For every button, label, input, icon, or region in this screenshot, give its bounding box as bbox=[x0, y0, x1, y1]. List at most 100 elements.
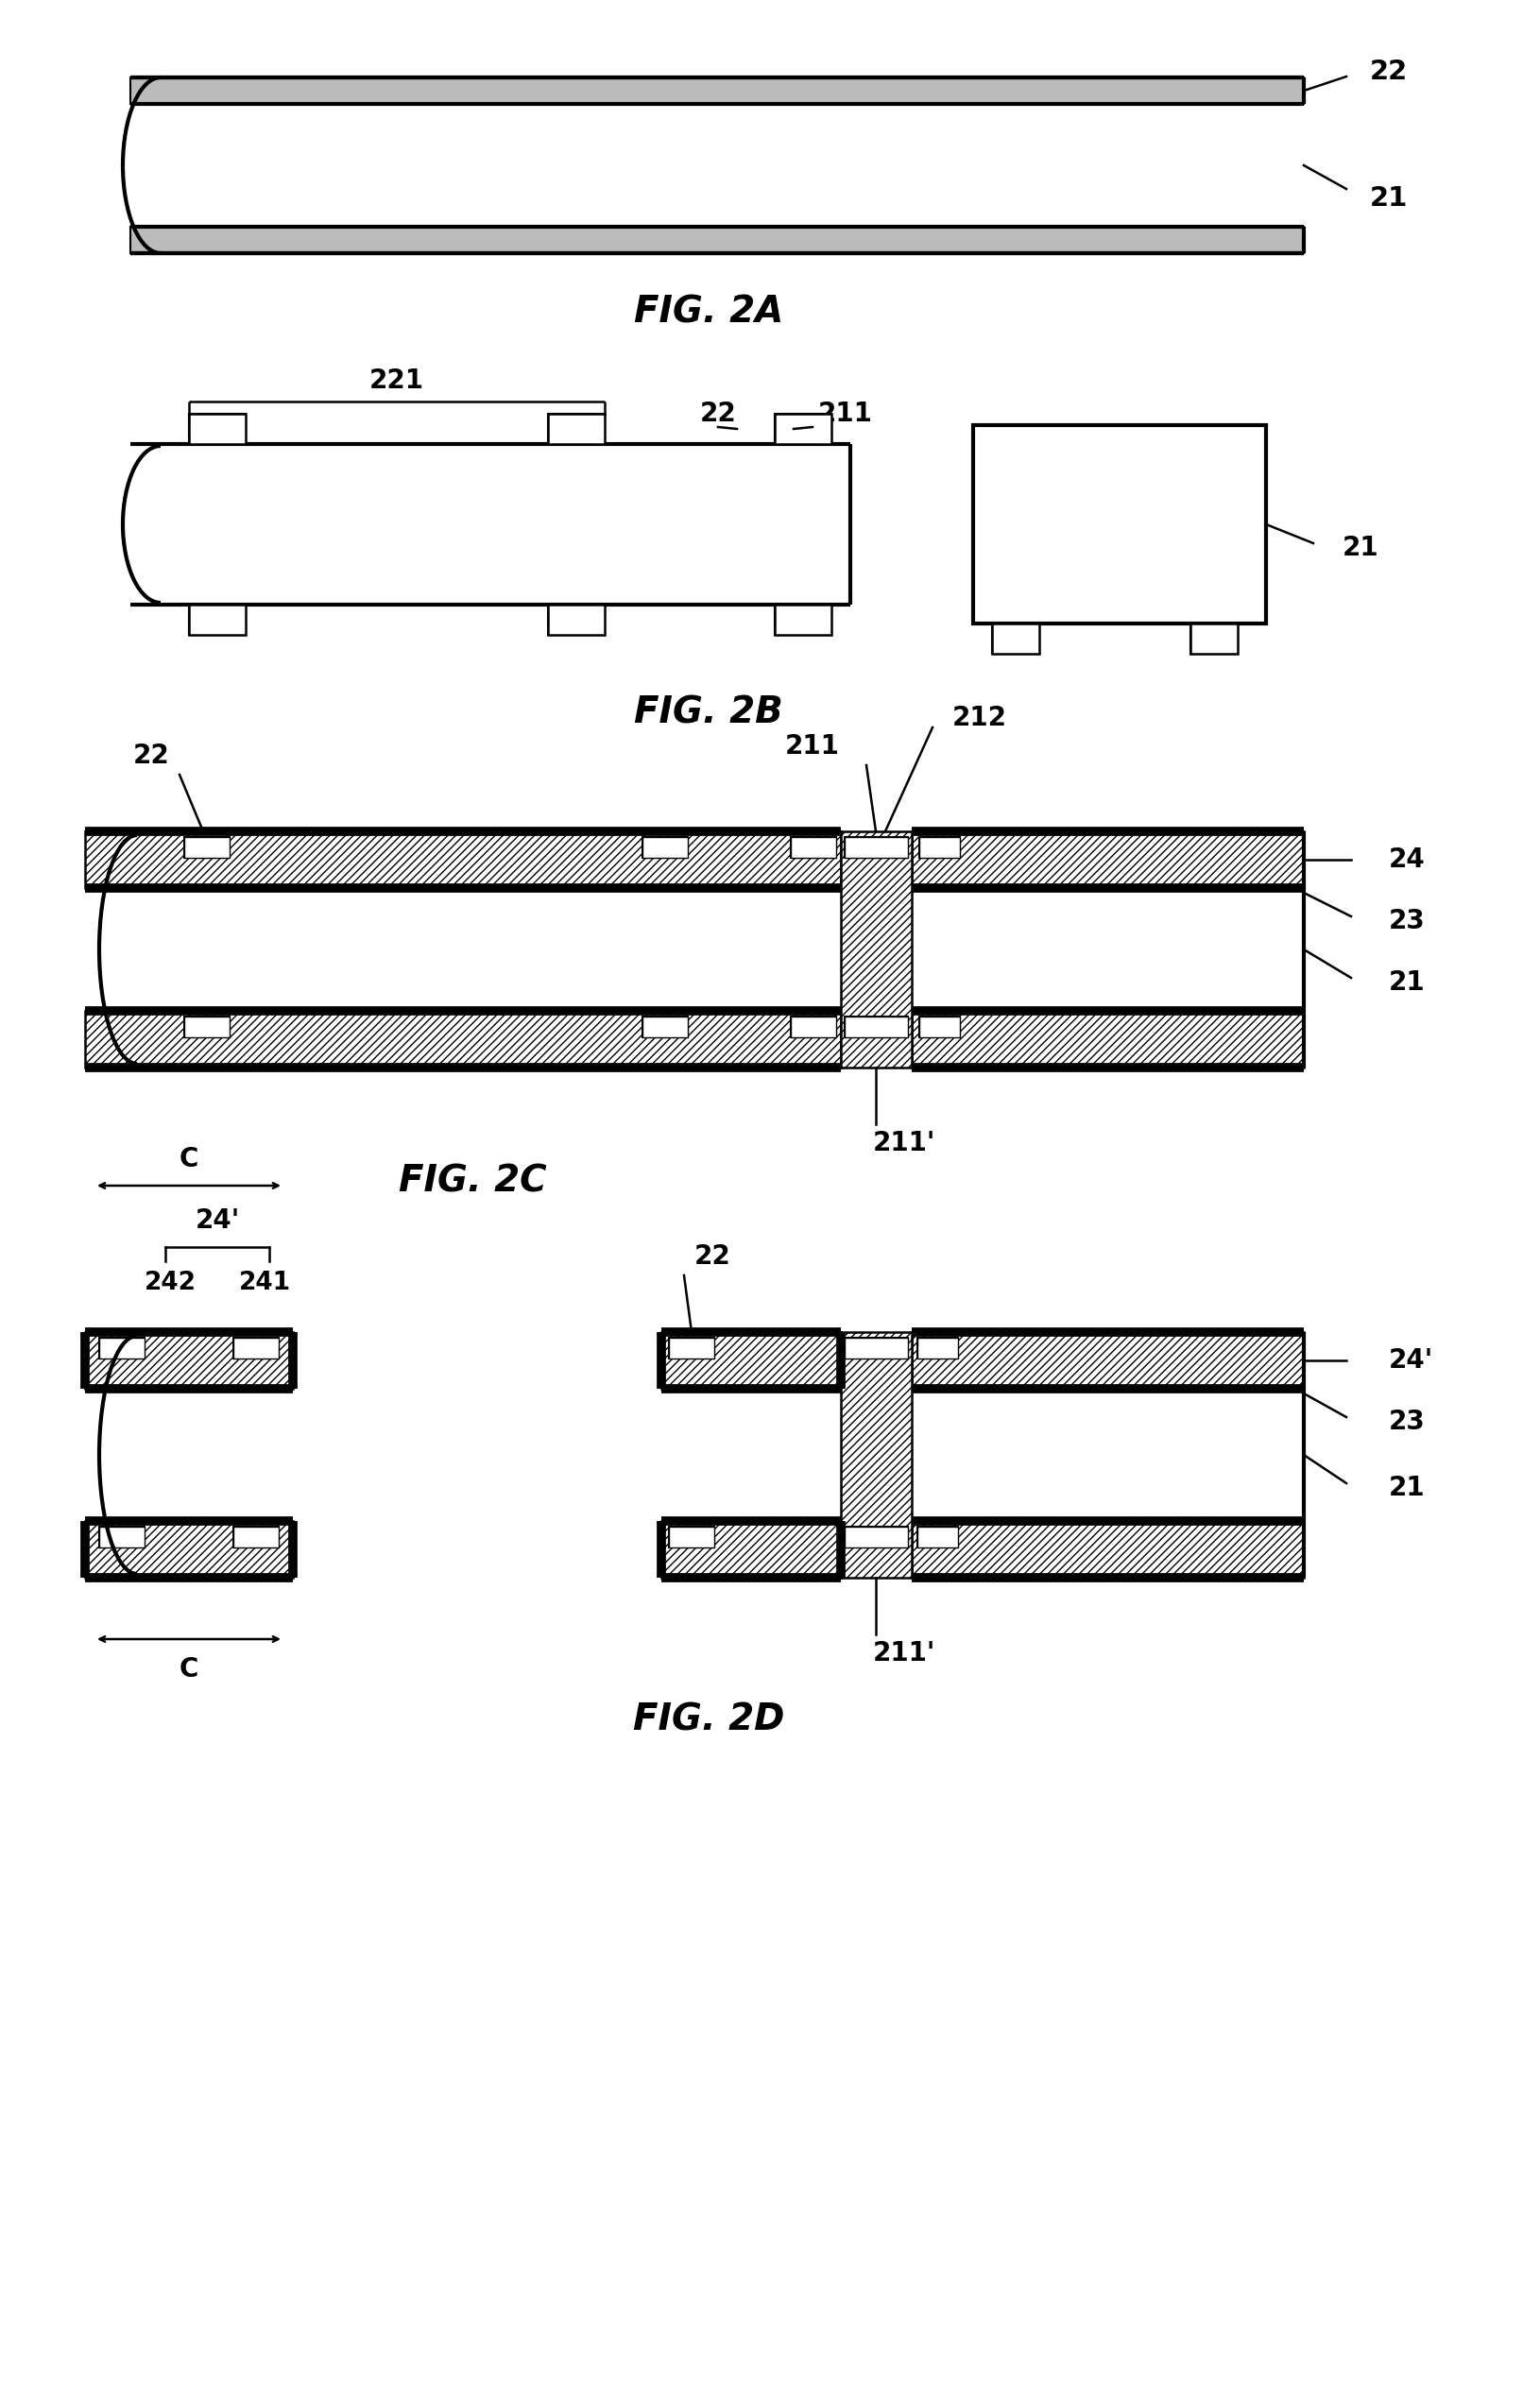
Bar bbox=[912, 1333, 1303, 1388]
Bar bbox=[992, 625, 1038, 653]
Bar bbox=[919, 1017, 959, 1036]
Bar bbox=[844, 1017, 907, 1036]
Polygon shape bbox=[85, 77, 1303, 254]
Bar bbox=[189, 414, 245, 445]
Text: 21: 21 bbox=[1369, 184, 1408, 211]
Bar bbox=[844, 1017, 907, 1036]
Bar bbox=[642, 838, 687, 857]
Bar bbox=[642, 1017, 687, 1036]
Bar bbox=[131, 77, 1303, 103]
Bar bbox=[548, 414, 604, 445]
Bar bbox=[916, 1527, 958, 1548]
Bar bbox=[99, 1338, 145, 1359]
Bar bbox=[185, 838, 229, 857]
Text: FIG. 2C: FIG. 2C bbox=[399, 1163, 547, 1199]
Bar bbox=[185, 1017, 229, 1036]
Bar bbox=[548, 605, 604, 634]
Text: FIG. 2D: FIG. 2D bbox=[633, 1701, 784, 1737]
Bar bbox=[661, 1333, 841, 1388]
Text: 221: 221 bbox=[370, 369, 424, 395]
Text: C: C bbox=[179, 1656, 199, 1682]
Bar bbox=[841, 1333, 912, 1577]
Bar bbox=[844, 838, 907, 857]
Bar bbox=[85, 888, 841, 1010]
Text: 242: 242 bbox=[145, 1271, 196, 1295]
Text: 22: 22 bbox=[693, 1244, 730, 1271]
Bar bbox=[844, 1338, 907, 1359]
Text: 211': 211' bbox=[872, 1639, 935, 1666]
Bar bbox=[844, 838, 907, 857]
Bar bbox=[85, 830, 841, 888]
Text: 211: 211 bbox=[785, 732, 839, 759]
Bar bbox=[668, 1338, 715, 1359]
Bar bbox=[775, 605, 832, 634]
Text: 22: 22 bbox=[132, 742, 169, 768]
Text: FIG. 2A: FIG. 2A bbox=[633, 294, 782, 330]
Bar bbox=[99, 1527, 145, 1548]
Text: 22: 22 bbox=[1369, 57, 1408, 86]
Bar bbox=[293, 1333, 661, 1388]
Bar bbox=[668, 1527, 715, 1548]
Bar bbox=[841, 830, 912, 1067]
Bar bbox=[185, 838, 229, 857]
Text: 24': 24' bbox=[196, 1208, 240, 1235]
Bar bbox=[916, 1338, 958, 1359]
Text: 22: 22 bbox=[699, 400, 736, 426]
Bar bbox=[790, 1017, 836, 1036]
Bar bbox=[919, 838, 959, 857]
Bar bbox=[233, 1527, 279, 1548]
Text: 24: 24 bbox=[1388, 847, 1425, 873]
Bar bbox=[189, 605, 245, 634]
Bar bbox=[844, 1527, 907, 1548]
Text: FIG. 2B: FIG. 2B bbox=[633, 696, 782, 732]
Bar bbox=[233, 1338, 279, 1359]
Bar bbox=[844, 1338, 907, 1359]
Bar bbox=[916, 1338, 958, 1359]
Bar bbox=[912, 1388, 1303, 1522]
Bar bbox=[973, 426, 1266, 625]
Bar bbox=[661, 1522, 841, 1577]
Bar bbox=[844, 1527, 907, 1548]
Bar bbox=[1190, 625, 1237, 653]
Bar bbox=[912, 1010, 1303, 1067]
Bar bbox=[790, 838, 836, 857]
Bar bbox=[916, 1527, 958, 1548]
Bar bbox=[668, 1527, 715, 1548]
Bar bbox=[85, 1010, 841, 1067]
Text: 241: 241 bbox=[239, 1271, 291, 1295]
Bar bbox=[912, 830, 1303, 888]
Bar bbox=[790, 838, 836, 857]
Bar bbox=[919, 1017, 959, 1036]
Bar bbox=[293, 1522, 661, 1577]
Text: 23: 23 bbox=[1388, 907, 1425, 933]
Bar bbox=[775, 414, 832, 445]
Bar bbox=[233, 1338, 279, 1359]
Text: 24': 24' bbox=[1388, 1347, 1432, 1374]
Text: C: C bbox=[179, 1146, 199, 1173]
Bar bbox=[668, 1338, 715, 1359]
Text: 211: 211 bbox=[818, 400, 872, 426]
Bar bbox=[775, 414, 832, 445]
Bar bbox=[85, 1333, 293, 1388]
Bar bbox=[99, 1338, 145, 1359]
Bar bbox=[548, 605, 604, 634]
Text: 21: 21 bbox=[1388, 969, 1425, 995]
Bar bbox=[233, 1527, 279, 1548]
Bar bbox=[775, 605, 832, 634]
Bar bbox=[185, 1017, 229, 1036]
Bar bbox=[992, 625, 1038, 653]
Text: 21: 21 bbox=[1388, 1474, 1425, 1500]
Bar bbox=[642, 838, 687, 857]
Bar bbox=[99, 1527, 145, 1548]
Bar bbox=[912, 1522, 1303, 1577]
Bar bbox=[189, 605, 245, 634]
Bar bbox=[131, 227, 1303, 254]
Bar bbox=[548, 414, 604, 445]
Bar bbox=[1190, 625, 1237, 653]
Bar bbox=[642, 1017, 687, 1036]
Text: 21: 21 bbox=[1341, 534, 1378, 562]
Bar bbox=[85, 1388, 841, 1522]
Bar bbox=[919, 838, 959, 857]
Bar bbox=[790, 1017, 836, 1036]
Bar bbox=[189, 414, 245, 445]
